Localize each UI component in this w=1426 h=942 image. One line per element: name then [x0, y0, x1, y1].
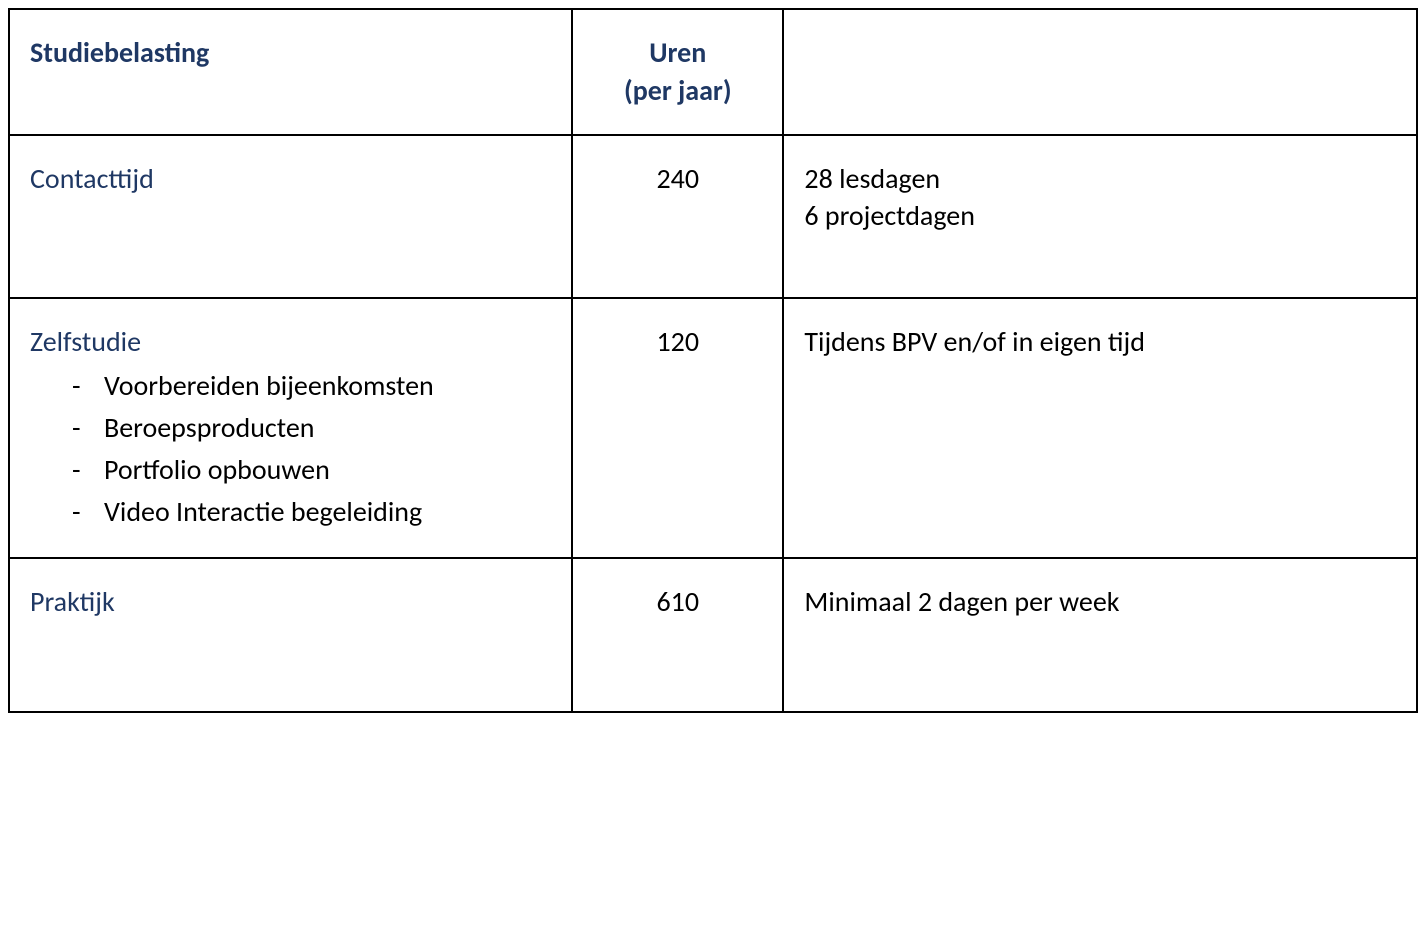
- row1-subitems: Voorbereiden bijeenkomsten Beroepsproduc…: [30, 365, 551, 533]
- row0-detail-line0: 28 lesdagen: [804, 160, 1396, 198]
- row1-subitem: Video Interactie begeleiding: [72, 491, 551, 533]
- row1-subitem: Voorbereiden bijeenkomsten: [72, 365, 551, 407]
- row1-title-cell: Zelfstudie Voorbereiden bijeenkomsten Be…: [9, 298, 572, 558]
- row2-detail-line0: Minimaal 2 dagen per week: [804, 584, 1119, 619]
- row2-title-cell: Praktijk: [9, 558, 572, 712]
- row0-hours: 240: [572, 135, 783, 298]
- row1-details: Tijdens BPV en/of in eigen tijd: [783, 298, 1417, 558]
- row2-title: Praktijk: [30, 584, 115, 619]
- row2-hours: 610: [572, 558, 783, 712]
- table-row: Praktijk 610 Minimaal 2 dagen per week: [9, 558, 1417, 712]
- table-row: Zelfstudie Voorbereiden bijeenkomsten Be…: [9, 298, 1417, 558]
- table-row: Contacttijd 240 28 lesdagen 6 projectdag…: [9, 135, 1417, 298]
- row1-hours: 120: [572, 298, 783, 558]
- row0-details: 28 lesdagen 6 projectdagen: [783, 135, 1417, 298]
- header-col2-line2: (per jaar): [624, 73, 732, 108]
- study-load-table: Studiebelasting Uren (per jaar) Contactt…: [8, 8, 1418, 713]
- header-col1: Studiebelasting: [9, 9, 572, 135]
- header-col2: Uren (per jaar): [572, 9, 783, 135]
- row0-detail-line1: 6 projectdagen: [804, 197, 1396, 235]
- row0-title-cell: Contacttijd: [9, 135, 572, 298]
- row1-subitem: Portfolio opbouwen: [72, 449, 551, 491]
- row0-title: Contacttijd: [30, 161, 154, 196]
- row1-subitem: Beroepsproducten: [72, 407, 551, 449]
- table-header-row: Studiebelasting Uren (per jaar): [9, 9, 1417, 135]
- row2-details: Minimaal 2 dagen per week: [783, 558, 1417, 712]
- row1-title: Zelfstudie: [30, 324, 141, 359]
- header-col2-line1: Uren: [649, 35, 706, 70]
- header-col3: [783, 9, 1417, 135]
- row1-detail-line0: Tijdens BPV en/of in eigen tijd: [804, 324, 1145, 359]
